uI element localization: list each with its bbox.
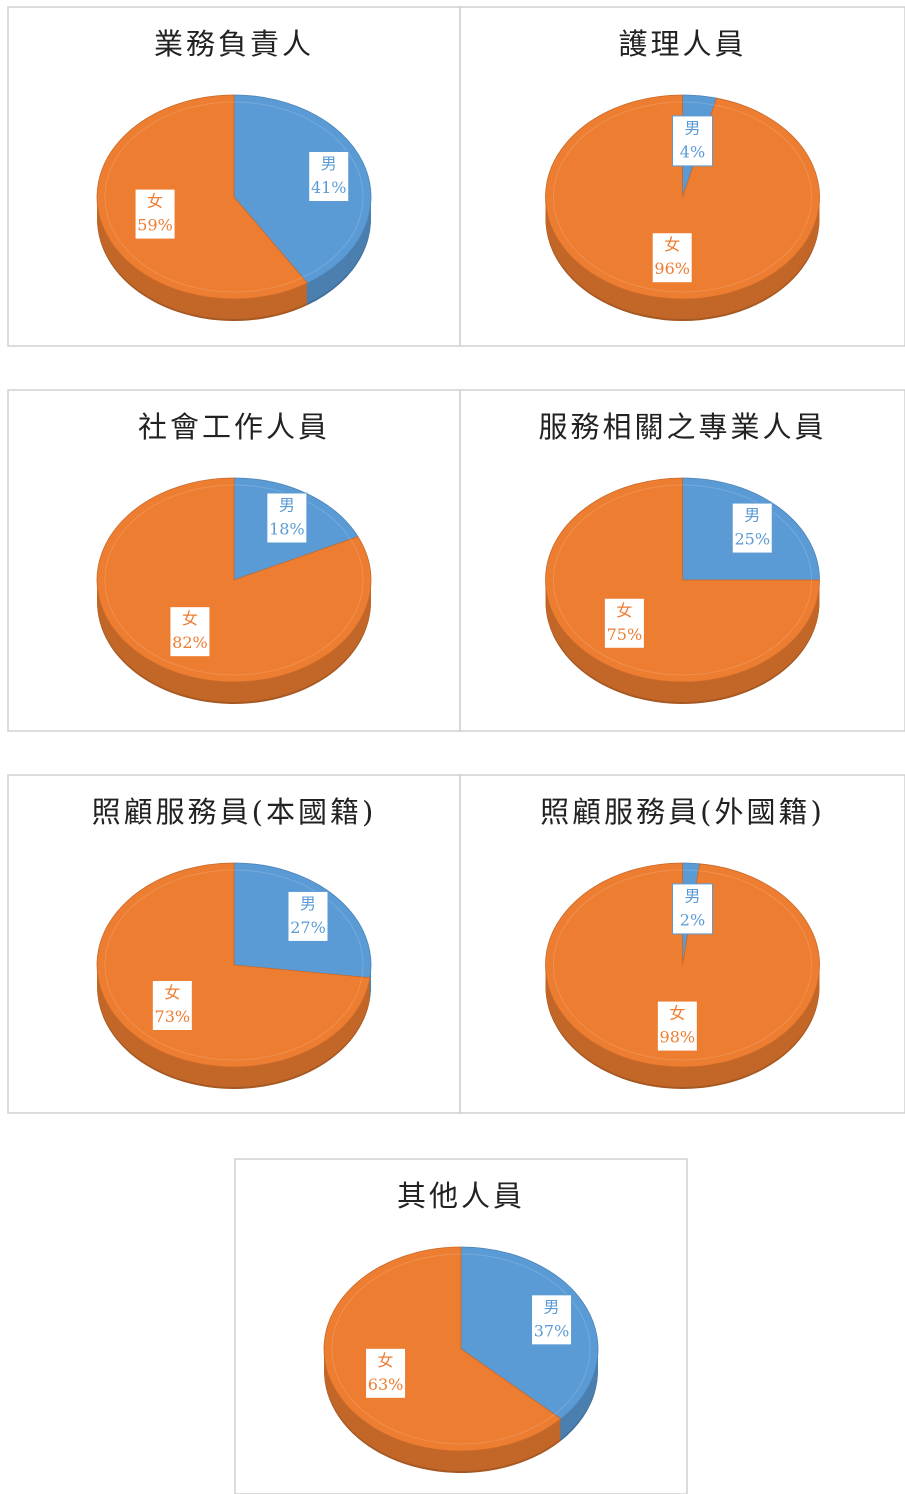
label-box xyxy=(603,597,645,649)
slice xyxy=(233,94,372,284)
slice xyxy=(323,1246,562,1452)
chart-title: 其他人員 xyxy=(397,1179,525,1213)
category-label: 男 xyxy=(279,495,295,514)
pie-rim xyxy=(104,484,364,676)
chart-title: 業務負責人 xyxy=(154,27,314,61)
category-label: 女 xyxy=(664,235,680,254)
slice xyxy=(96,477,372,683)
chart-title: 社會工作人員 xyxy=(138,410,330,444)
slice xyxy=(96,94,309,300)
label-box xyxy=(731,502,773,554)
value-label: 41% xyxy=(311,178,347,197)
value-label: 59% xyxy=(137,216,173,235)
label-box xyxy=(266,492,308,544)
pie-rim xyxy=(553,101,812,293)
pie-rim xyxy=(553,484,812,676)
pie-rim xyxy=(553,869,812,1061)
category-label: 男 xyxy=(744,506,760,525)
label-box xyxy=(531,1294,573,1346)
value-label: 18% xyxy=(269,519,305,538)
label-box xyxy=(651,232,693,284)
category-label: 女 xyxy=(669,1004,685,1023)
value-label: 96% xyxy=(654,259,690,278)
pie-rim xyxy=(331,1253,591,1445)
pie-rim xyxy=(104,101,364,293)
value-label: 4% xyxy=(680,142,705,161)
label-box xyxy=(672,115,713,167)
slice xyxy=(545,862,820,1068)
label-box xyxy=(365,1347,407,1399)
category-label: 女 xyxy=(378,1351,394,1370)
category-label: 男 xyxy=(300,894,316,913)
value-label: 25% xyxy=(734,530,770,549)
value-label: 27% xyxy=(290,918,326,937)
value-label: 73% xyxy=(155,1007,191,1026)
category-label: 女 xyxy=(164,983,180,1002)
value-label: 37% xyxy=(534,1321,570,1340)
value-label: 98% xyxy=(660,1028,696,1047)
chart-title: 服務相關之專業人員 xyxy=(538,410,826,444)
value-label: 63% xyxy=(368,1375,404,1394)
category-label: 女 xyxy=(182,609,198,628)
label-box xyxy=(287,890,329,942)
chart-title: 照顧服務員(本國籍) xyxy=(92,795,377,829)
category-label: 女 xyxy=(147,192,163,211)
slice xyxy=(460,1246,599,1420)
category-label: 男 xyxy=(684,118,700,137)
label-box xyxy=(308,151,350,203)
value-label: 82% xyxy=(172,633,208,652)
category-label: 女 xyxy=(616,601,632,620)
value-label: 75% xyxy=(607,625,643,644)
label-box xyxy=(672,883,713,935)
category-label: 男 xyxy=(544,1297,560,1316)
chart-title: 照顧服務員(外國籍) xyxy=(540,795,825,829)
pie-rim xyxy=(104,869,364,1061)
label-box xyxy=(169,606,211,658)
label-box xyxy=(656,1000,698,1052)
category-label: 男 xyxy=(321,154,337,173)
value-label: 2% xyxy=(680,910,705,929)
chart-title: 護理人員 xyxy=(618,27,746,61)
category-label: 男 xyxy=(684,886,700,905)
label-box xyxy=(151,979,193,1031)
label-box xyxy=(134,188,176,240)
slice xyxy=(545,94,820,300)
